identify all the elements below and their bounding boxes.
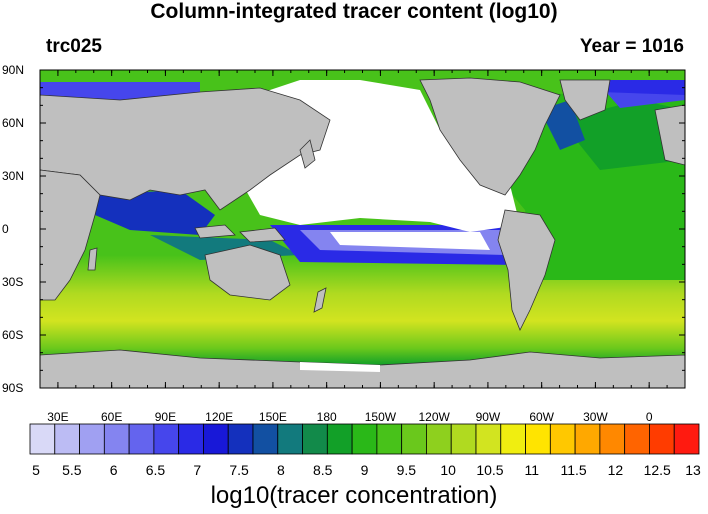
colorbar-tick-label: 12 [607, 462, 624, 478]
colorbar-tick-label: 9 [360, 462, 369, 478]
colorbar-box [401, 423, 427, 455]
europe-west [654, 104, 685, 166]
colorbar-box [153, 423, 180, 455]
lat-label: 90N [2, 63, 25, 77]
colorbar-title: log10(tracer concentration) [210, 482, 498, 509]
colorbar-tick-label: 13 [685, 462, 701, 478]
colorbar-box [624, 423, 650, 455]
lat-label: 60S [2, 328, 24, 342]
colorbar-tick-label: 10 [440, 462, 456, 478]
colorbar-tick-label: 11 [524, 462, 540, 478]
colorbar-box [426, 423, 452, 455]
colorbar-box [178, 423, 204, 455]
colorbar-box [252, 423, 279, 455]
colorbar-tick-label: 10.5 [476, 462, 504, 478]
lon-label: 60W [529, 410, 554, 424]
africa [40, 169, 101, 301]
lat-label: 0 [2, 222, 9, 236]
colorbar-tick-label: 6.5 [145, 462, 166, 478]
colorbar-box [376, 423, 403, 455]
colorbar-box [351, 423, 378, 455]
colorbar-box [549, 423, 576, 455]
lon-label: 120E [205, 410, 234, 424]
colorbar-box [302, 423, 328, 455]
colorbar-box [649, 423, 675, 455]
colorbar-tick-label: 7.5 [229, 462, 249, 478]
colorbar-box [54, 423, 80, 455]
colorbar-box [227, 423, 254, 455]
lat-label: 30N [2, 169, 25, 183]
lon-label: 60E [100, 410, 123, 424]
lon-label: 30E [47, 410, 69, 424]
figure-title: Column-integrated tracer content (log10) [150, 0, 558, 23]
lon-label: 150W [364, 410, 397, 424]
colorbar-tick-label: 8 [276, 462, 285, 478]
lon-label: 0 [645, 410, 653, 424]
colorbar-tick-label: 8.5 [312, 462, 333, 478]
lon-label: 120W [418, 410, 450, 424]
tracer-name-label: trc025 [46, 36, 102, 57]
colorbar-tick-label: 5.5 [62, 462, 82, 478]
colorbar [29, 423, 700, 455]
colorbar-tick-label: 11.5 [560, 462, 587, 478]
colorbar-box [79, 423, 105, 455]
colorbar-tick-label: 6 [109, 462, 118, 478]
greenland [559, 79, 611, 121]
lon-label: 90E [154, 410, 177, 424]
colorbar-tick-label: 12.5 [643, 462, 671, 478]
colorbar-tick-label: 5 [32, 462, 40, 478]
colorbar-box [277, 423, 303, 455]
lat-label: 90S [2, 381, 24, 395]
lon-label: 90W [475, 410, 501, 424]
lon-label: 150E [258, 410, 287, 424]
colorbar-box [450, 423, 477, 455]
australia [204, 244, 291, 301]
colorbar-tick-label: 9.5 [396, 462, 417, 478]
lat-label: 60N [2, 116, 25, 130]
colorbar-tick-label: 7 [193, 462, 202, 478]
colorbar-box [525, 423, 551, 455]
colorbar-box [103, 423, 130, 455]
north-america [419, 77, 561, 196]
lon-label: 180 [316, 410, 337, 424]
lon-label: 30W [583, 410, 608, 424]
colorbar-box [326, 423, 353, 455]
colorbar-box [673, 423, 700, 455]
lat-label: 30S [2, 275, 24, 289]
colorbar-box [128, 423, 155, 455]
indian-ocean-north [90, 190, 215, 235]
colorbar-box [475, 423, 502, 455]
year-label: Year = 1016 [579, 36, 684, 57]
colorbar-box [29, 423, 56, 455]
colorbar-box [203, 423, 229, 455]
colorbar-box [574, 423, 601, 455]
south-america [497, 209, 556, 331]
colorbar-box [500, 423, 526, 455]
colorbar-box [599, 423, 626, 455]
